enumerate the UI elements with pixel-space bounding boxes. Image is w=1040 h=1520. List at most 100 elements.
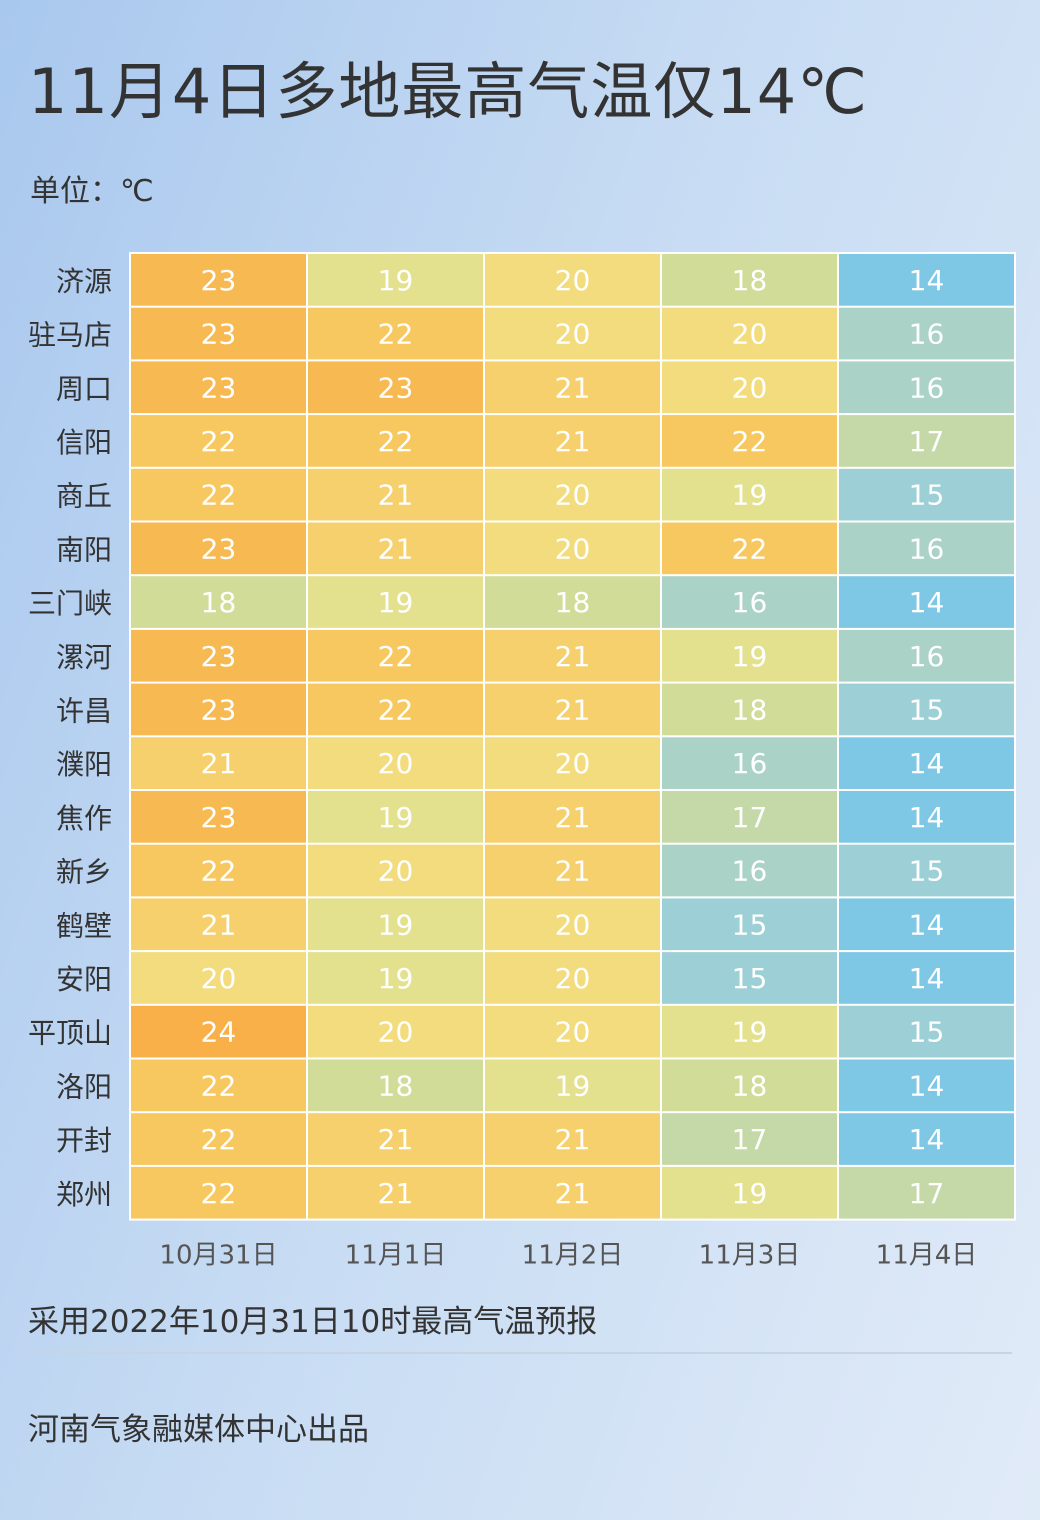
heatmap-cell [308,1166,483,1219]
cell-value: 22 [201,1069,237,1102]
heatmap-cell [308,1113,483,1165]
cell-value: 16 [909,532,945,565]
cell-value: 20 [555,532,591,565]
heatmap-cell [308,522,483,575]
row-label: 漯河 [56,641,112,674]
cell-value: 16 [909,371,945,404]
heatmap-cell [131,1059,306,1112]
cell-value: 19 [378,264,414,297]
divider [28,1352,1012,1354]
heatmap-cell [485,952,660,1004]
cell-value: 22 [378,640,414,673]
row-label: 鹤壁 [56,909,112,942]
cell-value: 18 [732,693,768,726]
heatmap-cell [662,307,837,360]
heatmap-cell [662,737,837,789]
cell-value: 21 [555,855,591,888]
cell-value: 22 [201,1123,237,1156]
cell-value: 18 [732,264,768,297]
heatmap-cell [839,522,1014,575]
cell-value: 20 [378,1016,414,1049]
cell-value: 14 [909,962,945,995]
heatmap-cell [662,1005,837,1058]
heatmap-cell [485,898,660,951]
cell-value: 21 [555,425,591,458]
row-label: 许昌 [56,694,112,727]
heatmap-cell [485,683,660,736]
heatmap-cell [662,415,837,467]
cell-value: 23 [201,318,237,351]
heatmap-cell [131,683,306,736]
row-label: 济源 [56,265,112,298]
cell-value: 22 [732,425,768,458]
cell-value: 19 [378,908,414,941]
row-label: 平顶山 [28,1017,112,1050]
cell-value: 14 [909,747,945,780]
heatmap-cell [131,468,306,521]
cell-value: 14 [909,1069,945,1102]
heatmap-cell [485,415,660,467]
cell-value: 20 [732,371,768,404]
row-label: 南阳 [56,533,112,566]
heatmap-cell [662,468,837,521]
heatmap-cell [662,1059,837,1112]
heatmap-cell [485,1059,660,1112]
cell-value: 20 [378,747,414,780]
heatmap-cell [131,254,306,306]
cell-value: 20 [555,962,591,995]
cell-value: 20 [555,1016,591,1049]
cell-value: 20 [378,855,414,888]
cell-value: 21 [555,801,591,834]
column-label: 10月31日 [159,1241,277,1271]
cell-value: 21 [201,908,237,941]
cell-value: 16 [732,586,768,619]
heatmap-cell [308,1059,483,1112]
heatmap-cell [662,1166,837,1219]
page-title: 11月4日多地最高气温仅14℃ [28,55,868,128]
heatmap-cell [485,576,660,628]
row-label: 周口 [56,372,112,405]
cell-value: 17 [732,801,768,834]
heatmap-cell [839,415,1014,467]
heatmap-cell [131,898,306,951]
cell-value: 20 [555,908,591,941]
column-label: 11月3日 [699,1241,801,1271]
heatmap-cell [662,361,837,414]
heatmap-cell [485,468,660,521]
heatmap-cell [131,1166,306,1219]
cell-value: 22 [378,425,414,458]
heatmap-cell [308,683,483,736]
cell-value: 21 [378,479,414,512]
heatmap-cell [839,254,1014,306]
cell-value: 15 [732,908,768,941]
heatmap-cell [839,361,1014,414]
heatmap-cell [839,1005,1014,1058]
cell-value: 22 [732,532,768,565]
cell-value: 23 [201,371,237,404]
cell-value: 19 [732,640,768,673]
cell-value: 23 [201,532,237,565]
heatmap-cell [308,629,483,682]
cell-value: 14 [909,586,945,619]
cell-value: 20 [201,962,237,995]
heatmap-cell [839,952,1014,1004]
cell-value: 15 [732,962,768,995]
heatmap-cell [308,737,483,789]
cell-value: 18 [378,1069,414,1102]
heatmap-cell [131,791,306,843]
cell-value: 22 [201,855,237,888]
row-label: 商丘 [56,480,112,513]
heatmap-cell [662,898,837,951]
heatmap-cell [308,468,483,521]
cell-value: 19 [732,1016,768,1049]
row-label: 郑州 [56,1178,112,1211]
row-label: 安阳 [56,963,112,996]
row-label: 濮阳 [56,748,112,781]
cell-value: 17 [909,425,945,458]
cell-value: 15 [909,693,945,726]
credit-text: 河南气象融媒体中心出品 [28,1412,369,1448]
cell-value: 22 [201,1177,237,1210]
heatmap-cell [662,522,837,575]
row-label: 三门峡 [28,587,112,620]
cell-value: 16 [909,318,945,351]
